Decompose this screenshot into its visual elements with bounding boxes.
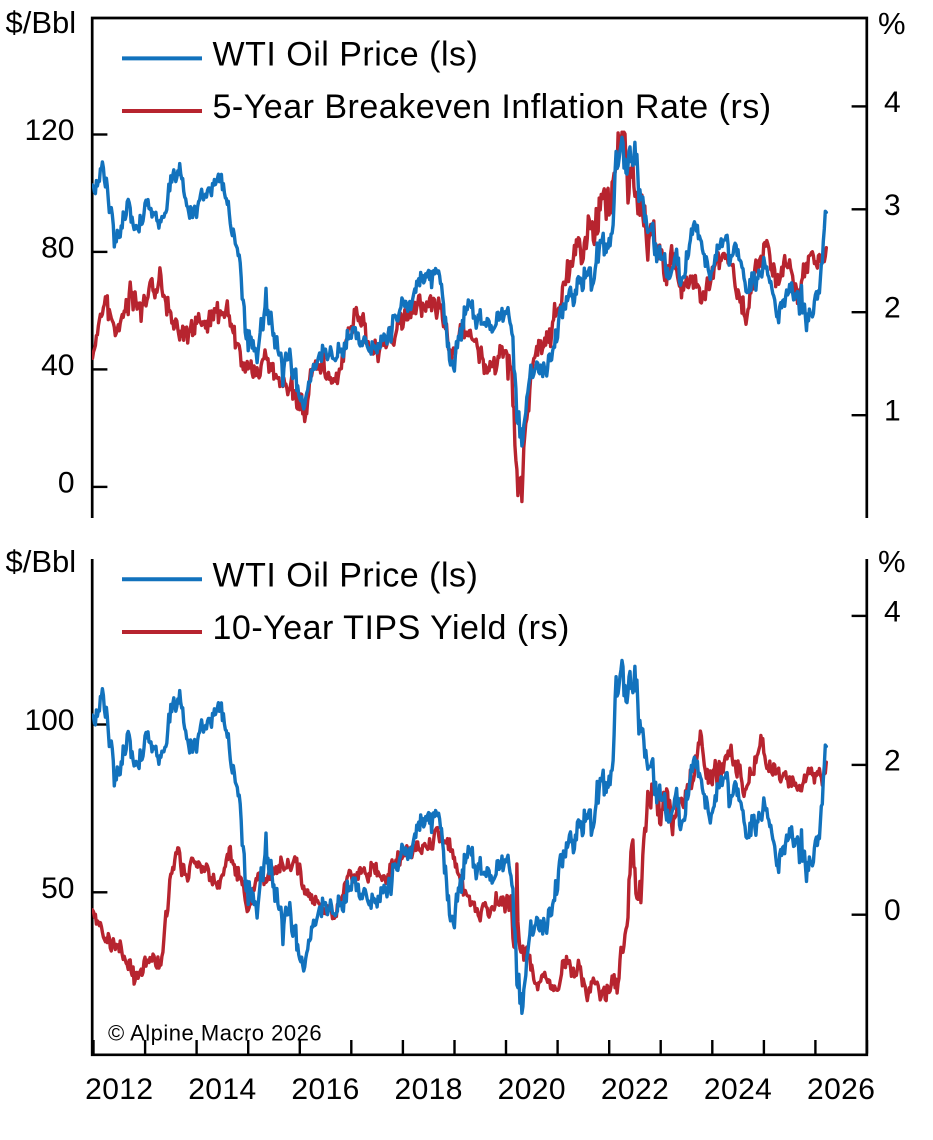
svg-text:100: 100	[24, 704, 74, 737]
svg-text:2018: 2018	[395, 1073, 463, 1106]
svg-text:2012: 2012	[85, 1073, 153, 1106]
svg-text:40: 40	[41, 349, 74, 382]
svg-text:4: 4	[884, 86, 901, 119]
svg-text:10-Year TIPS Yield (rs): 10-Year TIPS Yield (rs)	[213, 609, 570, 647]
svg-text:WTI Oil Price (ls): WTI Oil Price (ls)	[213, 556, 479, 594]
svg-text:2020: 2020	[498, 1073, 566, 1106]
svg-text:120: 120	[24, 114, 74, 147]
svg-text:2014: 2014	[188, 1073, 256, 1106]
svg-text:2016: 2016	[291, 1073, 359, 1106]
svg-text:0: 0	[58, 466, 75, 499]
svg-text:$/Bbl: $/Bbl	[6, 5, 77, 40]
svg-text:%: %	[878, 6, 906, 41]
svg-text:WTI Oil Price (ls): WTI Oil Price (ls)	[213, 35, 479, 73]
svg-text:0: 0	[884, 894, 901, 927]
svg-text:2022: 2022	[601, 1073, 669, 1106]
svg-text:2026: 2026	[807, 1073, 875, 1106]
svg-text:%: %	[878, 544, 906, 579]
svg-text:2024: 2024	[704, 1073, 772, 1106]
svg-text:80: 80	[41, 231, 74, 264]
svg-text:5-Year Breakeven Inflation Rat: 5-Year Breakeven Inflation Rate (rs)	[213, 88, 772, 126]
svg-text:50: 50	[41, 872, 74, 905]
svg-text:© Alpine Macro 2026: © Alpine Macro 2026	[108, 1021, 322, 1046]
svg-text:$/Bbl: $/Bbl	[6, 544, 77, 579]
svg-text:2: 2	[884, 744, 901, 777]
svg-text:2: 2	[884, 292, 901, 325]
svg-text:4: 4	[884, 595, 901, 628]
svg-text:1: 1	[884, 395, 901, 428]
svg-text:3: 3	[884, 189, 901, 222]
